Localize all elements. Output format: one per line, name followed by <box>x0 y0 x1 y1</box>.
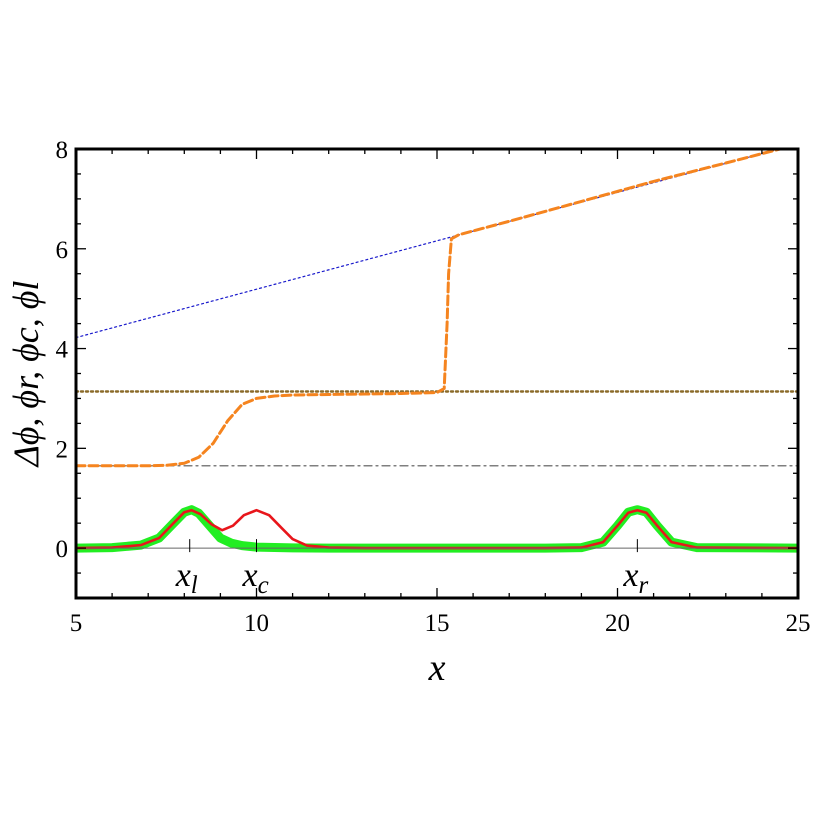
series-layer <box>76 149 798 553</box>
ticks-layer <box>75 148 799 599</box>
labels-layer: 5 10 15 20 25 0 2 4 6 8 xl xc xr <box>56 137 811 637</box>
x-tick-label: 25 <box>786 610 811 637</box>
y-axis-label: Δϕ, ϕr, ϕc, ϕl <box>6 281 46 469</box>
y-tick-label: 0 <box>56 536 69 563</box>
x-tick-label: 15 <box>425 610 450 637</box>
peak-label: xr <box>622 557 648 599</box>
x-tick-label: 10 <box>244 610 269 637</box>
series-line-solid <box>76 508 798 550</box>
series-line-dashed <box>76 149 782 468</box>
y-tick-label: 6 <box>56 237 69 264</box>
y-tick-label: 4 <box>56 337 69 364</box>
peak-label: xl <box>175 557 198 599</box>
y-tick-label: 2 <box>56 436 69 463</box>
peak-label: xc <box>242 557 269 599</box>
series-line-thick <box>76 505 798 553</box>
x-tick-label: 5 <box>70 610 83 637</box>
y-tick-label: 8 <box>56 137 69 164</box>
series-line-dotted <box>76 149 782 339</box>
x-axis-label: x <box>428 647 446 689</box>
x-tick-label: 20 <box>605 610 630 637</box>
plot-frame <box>74 147 800 600</box>
